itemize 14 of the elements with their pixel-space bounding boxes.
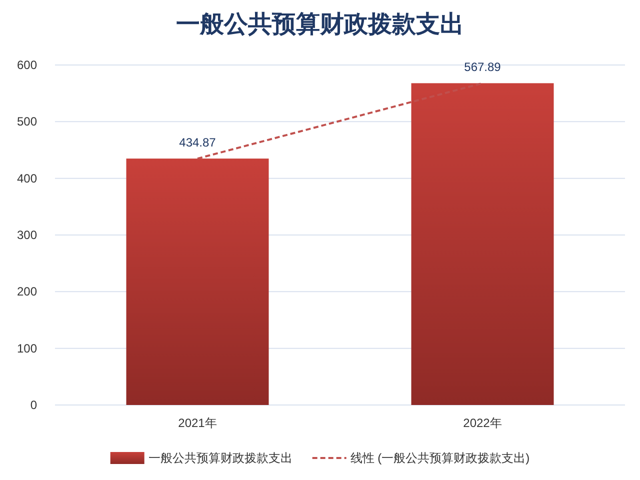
y-tick-label: 600 — [16, 58, 38, 72]
legend-label: 一般公共预算财政拨款支出 — [148, 451, 292, 465]
chart-title: 一般公共预算财政拨款支出 — [176, 11, 464, 38]
x-tick-label: 2022年 — [463, 416, 502, 430]
y-tick-label: 400 — [16, 171, 38, 186]
data-label: 434.87 — [179, 136, 216, 150]
data-label: 567.89 — [464, 60, 502, 74]
y-tick-label: 200 — [16, 284, 38, 299]
legend-label: 线性 (一般公共预算财政拨款支出) — [350, 451, 530, 465]
y-tick-label: 300 — [16, 228, 38, 242]
y-tick-label: 100 — [16, 341, 38, 356]
y-tick-label: 500 — [16, 114, 38, 129]
x-tick-label: 2021年 — [178, 416, 217, 430]
y-tick-label: 0 — [30, 398, 38, 412]
